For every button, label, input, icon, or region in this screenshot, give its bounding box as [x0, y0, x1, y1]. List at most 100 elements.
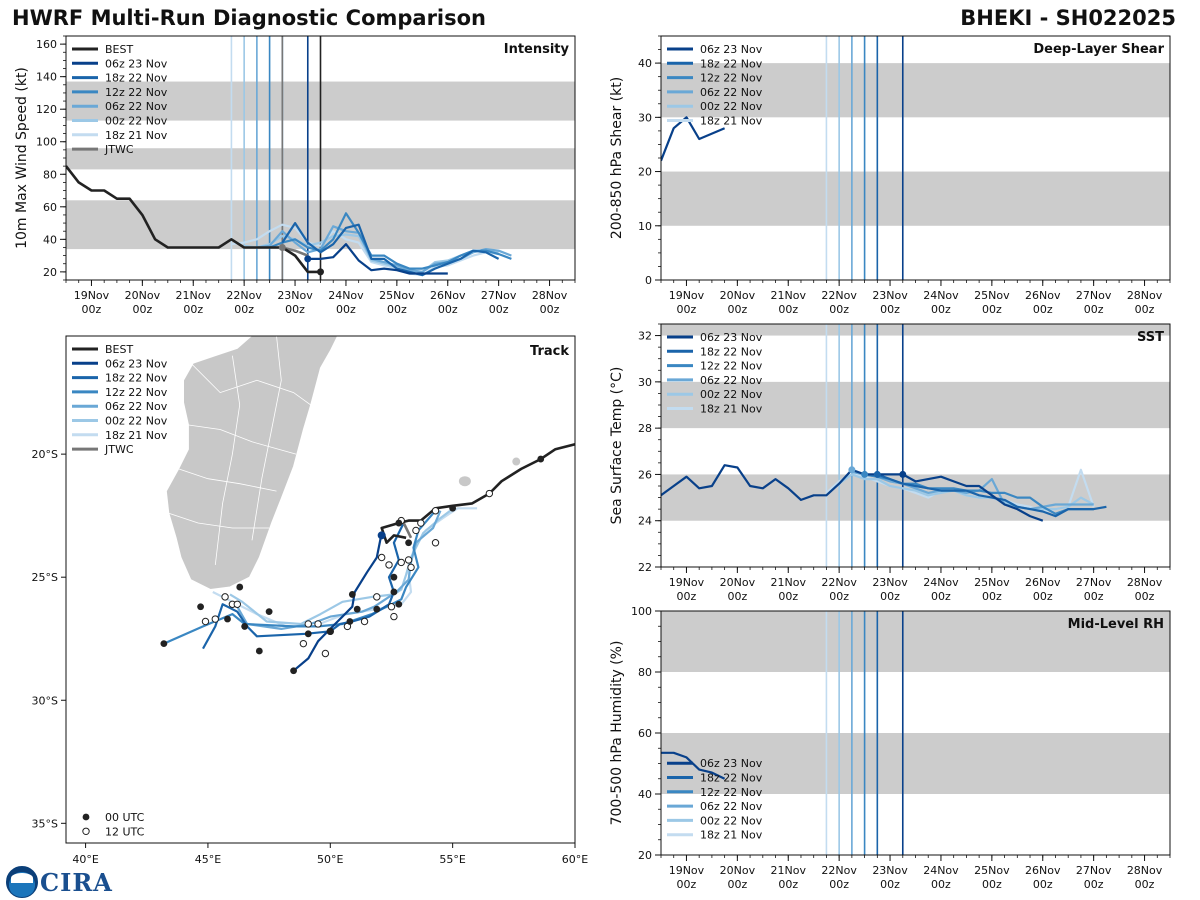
track-point-00utc: [197, 603, 204, 611]
x-tick-sublabel: 00z: [778, 303, 798, 316]
mauritius-island: [512, 457, 521, 466]
x-tick-sublabel: 00z: [931, 303, 951, 316]
legend-label: 06z 22 Nov: [700, 800, 763, 813]
x-tick-sublabel: 00z: [1033, 590, 1053, 603]
x-tick-sublabel: 00z: [1033, 878, 1053, 891]
x-tick-label: 21Nov: [771, 289, 807, 302]
y-tick-label: 60: [638, 727, 652, 740]
x-tick-label: 50°E: [317, 853, 343, 866]
x-tick-label: 24Nov: [923, 576, 959, 589]
legend-entry: 06z 22 Nov: [72, 400, 168, 413]
track-point-00utc: [346, 618, 354, 625]
x-tick-label: 25Nov: [974, 576, 1010, 589]
legend-label: 06z 23 Nov: [700, 331, 763, 344]
track-point-12utc: [397, 558, 405, 567]
x-tick-label: 27Nov: [1076, 864, 1112, 877]
y-tick-label: 35°S: [32, 817, 58, 830]
x-tick-sublabel: 00z: [982, 878, 1002, 891]
legend-entry: 00z 22 Nov: [667, 814, 763, 827]
legend-label: 12z 22 Nov: [105, 386, 168, 399]
y-tick-label: 80: [638, 666, 652, 679]
x-tick-label: 22Nov: [821, 864, 857, 877]
legend-entry: BEST: [72, 43, 133, 56]
y-tick-label: 32: [638, 330, 652, 343]
legend-entry: 06z 22 Nov: [667, 86, 763, 99]
series-line-06z-23-nov: [661, 116, 726, 162]
x-tick-label: 28Nov: [1127, 289, 1163, 302]
legend-entry: 18z 22 Nov: [667, 345, 763, 358]
x-tick-label: 23Nov: [872, 576, 908, 589]
legend-label: JTWC: [104, 143, 134, 156]
x-tick-sublabel: 00z: [727, 878, 747, 891]
track-point-00utc: [224, 615, 231, 623]
legend-label: 06z 23 Nov: [105, 357, 168, 370]
x-tick-sublabel: 00z: [677, 590, 697, 603]
legend-label: BEST: [105, 43, 133, 56]
legend-label: 18z 22 Nov: [700, 772, 763, 785]
track-point-12utc: [390, 612, 398, 621]
figure-title: HWRF Multi-Run Diagnostic Comparison: [12, 6, 487, 30]
x-tick-label: 19Nov: [669, 289, 705, 302]
legend-entry: 18z 21 Nov: [72, 129, 168, 142]
threshold-band: [661, 611, 1170, 672]
marker-legend-label: 00 UTC: [105, 811, 145, 824]
x-tick-sublabel: 00z: [982, 590, 1002, 603]
legend-label: 18z 21 Nov: [700, 403, 763, 416]
admin-boundary: [168, 512, 270, 529]
y-tick-label: 26: [638, 468, 652, 481]
y-tick-label: 160: [36, 38, 57, 51]
legend-entry: 06z 22 Nov: [72, 100, 168, 113]
y-tick-label: 30: [638, 376, 652, 389]
legend-label: 18z 22 Nov: [700, 345, 763, 358]
legend-label: 00z 22 Nov: [105, 415, 168, 428]
track-point-00utc: [395, 600, 403, 608]
legend-label: 06z 23 Nov: [105, 57, 168, 70]
legend-entry: 06z 23 Nov: [667, 331, 763, 344]
y-tick-label: 28: [638, 422, 652, 435]
legend-entry: 12z 22 Nov: [667, 360, 763, 373]
legend-label: 00z 22 Nov: [700, 100, 763, 113]
x-tick-sublabel: 00z: [1084, 303, 1104, 316]
legend-entry: 06z 23 Nov: [72, 357, 168, 370]
series-marker: [848, 466, 856, 474]
x-tick-label: 24Nov: [923, 864, 959, 877]
panel-title: Deep-Layer Shear: [1033, 42, 1164, 57]
y-tick-label: 100: [36, 136, 57, 149]
series-marker: [317, 268, 324, 276]
x-tick-label: 26Nov: [1025, 576, 1061, 589]
legend-entry: 06z 23 Nov: [667, 43, 763, 56]
x-tick-label: 28Nov: [1127, 576, 1163, 589]
x-tick-sublabel: 00z: [1084, 590, 1104, 603]
series-line-jtwc: [281, 246, 309, 257]
admin-boundary: [190, 362, 311, 406]
y-tick-label: 25°S: [32, 571, 58, 584]
series-marker: [899, 470, 907, 478]
legend-entry: 00z 22 Nov: [72, 115, 168, 128]
x-tick-label: 22Nov: [821, 289, 857, 302]
panel-title: Mid-Level RH: [1068, 617, 1164, 632]
y-tick-label: 30: [638, 111, 652, 124]
legend-label: BEST: [105, 343, 133, 356]
x-tick-label: 27Nov: [1076, 289, 1112, 302]
x-tick-sublabel: 00z: [880, 590, 900, 603]
track-point-00utc: [390, 588, 398, 596]
x-tick-label: 25Nov: [974, 864, 1010, 877]
legend-label: 18z 21 Nov: [105, 429, 168, 442]
legend-label: 06z 22 Nov: [700, 374, 763, 387]
track-point-12utc: [201, 617, 210, 626]
admin-boundary: [251, 336, 282, 541]
x-tick-label: 25Nov: [974, 289, 1010, 302]
legend-entry: 00z 22 Nov: [667, 100, 763, 113]
legend-entry: 06z 23 Nov: [72, 57, 168, 70]
y-tick-label: 80: [43, 168, 57, 181]
x-tick-sublabel: 00z: [438, 303, 458, 316]
series-line-best: [66, 165, 321, 274]
track-point-00utc: [373, 605, 381, 613]
y-tick-label: 40: [638, 788, 652, 801]
legend-label: 06z 22 Nov: [105, 400, 168, 413]
x-tick-label: 20Nov: [720, 576, 756, 589]
threshold-band: [661, 324, 1170, 336]
x-tick-label: 20Nov: [720, 864, 756, 877]
panel-rh: 20 40 60 80 100 700-500 hPa Humidity (%) 19Nov…: [609, 605, 1171, 891]
x-tick-sublabel: 00z: [931, 590, 951, 603]
